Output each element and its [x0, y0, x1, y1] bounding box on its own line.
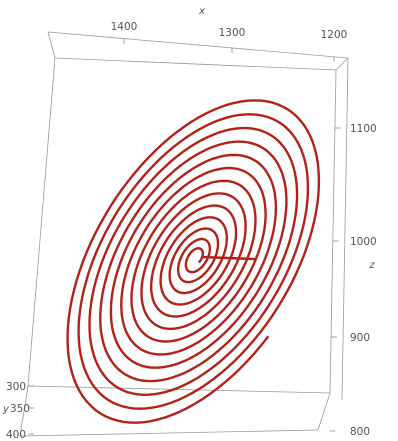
y-tick-label-350: 350	[10, 403, 30, 415]
box-edge-right-back	[341, 57, 349, 401]
bounding-box	[19, 31, 349, 437]
box-edge-left	[27, 57, 56, 387]
box-edge-top-left	[47, 31, 56, 59]
box-edge-bottom-front	[19, 429, 319, 437]
y-tick-label-400: 400	[6, 429, 26, 441]
box-edge-top-back	[47, 31, 349, 59]
axis-ticks	[28, 38, 341, 435]
y-tick-label-300: 300	[6, 381, 26, 393]
axis-labels: 1400 1300 1200 x 1100 1000 900 800 z 300 350 400 y	[2, 6, 377, 441]
box-edge-top-front	[54, 57, 337, 71]
box-edge-bottom-left	[19, 385, 29, 437]
z-tick-label-800: 800	[350, 426, 370, 438]
z-tick-label-900: 900	[350, 332, 370, 344]
x-axis-label: x	[198, 6, 205, 17]
z-tick-label-1000: 1000	[350, 236, 377, 248]
box-edge-right	[329, 69, 337, 394]
x-tick-label-1200: 1200	[321, 29, 348, 41]
x-tick-label-1300: 1300	[219, 27, 246, 39]
x-tick-label-1400: 1400	[111, 21, 138, 33]
box-edge-bottom-right	[317, 392, 331, 431]
y-axis-label: y	[2, 404, 10, 415]
spiral-curve	[66, 99, 321, 424]
box-edge-top-right	[335, 57, 349, 71]
z-tick-label-1100: 1100	[350, 123, 377, 135]
z-axis-label: z	[368, 260, 375, 271]
